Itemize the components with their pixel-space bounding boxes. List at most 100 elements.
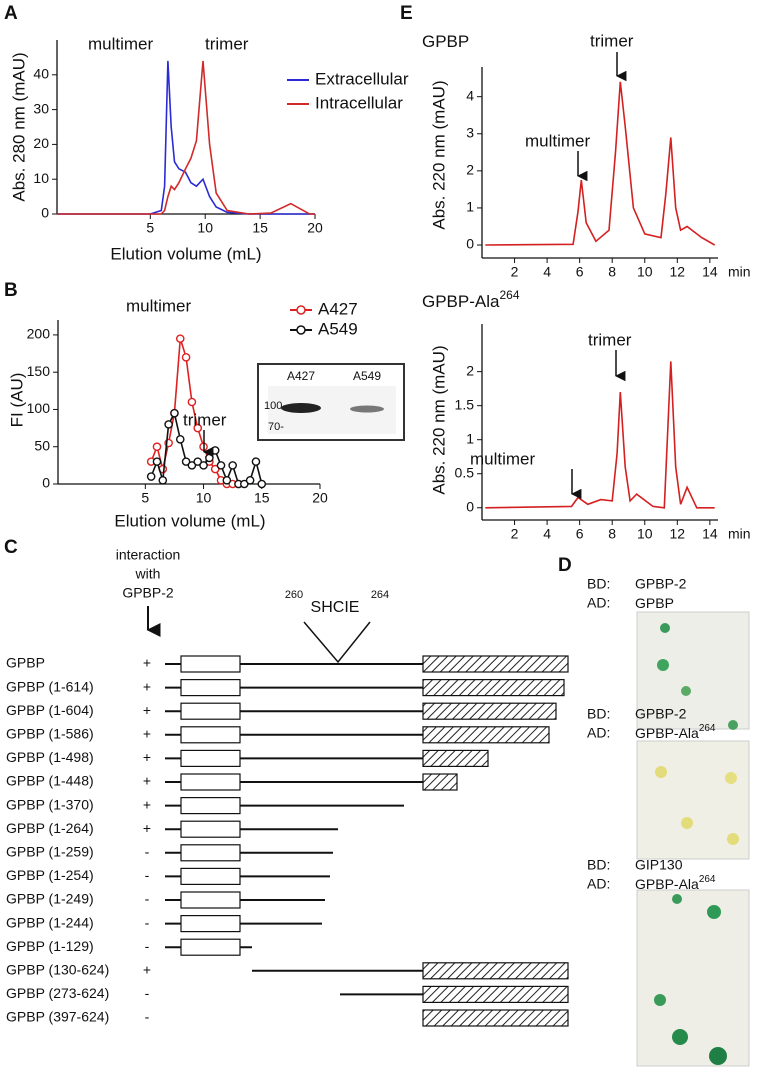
annotation: multimer <box>470 449 536 468</box>
motif-end: 264 <box>371 589 389 601</box>
construct-header: interaction with GPBP-2 SHCIE 260 264 <box>116 547 389 664</box>
panel-label: A <box>4 3 18 24</box>
interaction: - <box>145 985 150 1001</box>
point <box>164 420 173 429</box>
panel-label: C <box>4 537 18 558</box>
chart: 0 50 100 150 200 5 10 15 20 Elution volume (mL) FI… <box>7 296 357 530</box>
ad-label: AD: <box>587 876 610 892</box>
series-line <box>485 81 716 246</box>
point <box>257 479 267 489</box>
y-tick-label: 1 <box>466 199 474 215</box>
point <box>181 352 191 362</box>
colony <box>681 817 693 829</box>
x-tick-label: 4 <box>543 264 551 280</box>
construct-name: GPBP (1-448) <box>6 773 94 789</box>
legend-marker <box>296 305 306 315</box>
construct-name: GPBP (1-498) <box>6 749 94 765</box>
construct-diagram: GPBP + GPBP (1-614) + GPBP (1-604) + GPBP (1-5… <box>6 655 569 1027</box>
point <box>199 461 208 470</box>
y-tick-label: 0 <box>42 475 50 491</box>
point <box>187 397 197 407</box>
domain-box <box>180 844 241 862</box>
y-tick-label: 0.5 <box>455 464 475 480</box>
hatched-domain <box>422 655 569 673</box>
hatched-domain <box>422 962 569 980</box>
lane-label: A427 <box>287 369 315 383</box>
point <box>193 457 203 466</box>
point <box>175 334 185 343</box>
ad-label: AD: <box>587 725 610 741</box>
panel-label: E <box>400 3 413 24</box>
series-line <box>57 60 315 215</box>
ad-label: AD: <box>587 595 610 611</box>
mw-marker: 70- <box>268 421 284 433</box>
ad-name: GPBP-Ala264 <box>635 723 716 741</box>
colony <box>709 1047 727 1065</box>
point <box>152 457 162 466</box>
colony <box>707 905 721 919</box>
interaction: - <box>145 914 150 930</box>
construct-name: GPBP <box>6 655 45 671</box>
point <box>228 461 237 470</box>
ad-name: GPBP-Ala264 <box>635 874 716 892</box>
y-tick-label: 50 <box>34 437 50 453</box>
construct-name: GPBP (1-586) <box>6 726 94 742</box>
x-axis-label: Elution volume (mL) <box>110 244 261 263</box>
bd-name: GPBP-2 <box>635 706 687 722</box>
y-tick-label: 0 <box>466 236 474 252</box>
colony <box>655 766 667 778</box>
ad-text: GPBP-Ala <box>635 876 699 892</box>
construct-name: GPBP (1-264) <box>6 820 94 836</box>
hatched-domain <box>422 773 458 791</box>
annotation: multimer <box>525 131 591 150</box>
interaction: + <box>143 773 151 789</box>
point <box>158 475 168 485</box>
point <box>152 442 162 452</box>
annotation: multimer <box>126 296 192 315</box>
yeast-image <box>636 611 750 730</box>
band <box>281 403 321 413</box>
colony <box>672 1029 688 1045</box>
hatched-domain <box>422 1009 569 1027</box>
legend-label: A549 <box>318 319 358 338</box>
domain-box <box>180 867 241 886</box>
y-axis-label: Abs. 220 nm (mAU) <box>429 345 448 494</box>
domain-box <box>180 773 241 791</box>
hatched-domain <box>422 726 550 744</box>
x-tick-label: 5 <box>146 220 154 236</box>
point <box>181 457 191 466</box>
header-line: with <box>135 566 161 582</box>
point <box>210 464 220 474</box>
x-tick-label: 12 <box>670 526 686 542</box>
ad-superscript: 264 <box>699 723 716 734</box>
chart: 0 10 20 30 40 5 10 15 20 Elution volume (mL) Abs. … <box>9 34 408 263</box>
hatched-domain <box>422 678 565 697</box>
header-line: interaction <box>116 547 181 563</box>
colony <box>725 772 737 784</box>
x-tick-label: 14 <box>702 264 718 280</box>
ad-name: GPBP <box>635 595 674 611</box>
y-tick-label: 1.5 <box>455 396 475 412</box>
domain-box <box>180 796 241 815</box>
y-tick-label: 2 <box>466 162 474 178</box>
interaction: + <box>143 796 151 812</box>
x-tick-label: 10 <box>197 220 213 236</box>
point <box>205 453 214 463</box>
point <box>210 446 220 455</box>
interaction: + <box>143 726 151 742</box>
construct-name: GPBP (1-244) <box>6 914 94 930</box>
chart-title: GPBP-Ala264 <box>422 288 520 311</box>
point <box>216 461 226 470</box>
annotation: trimer <box>590 31 634 50</box>
panel-label: B <box>4 280 18 301</box>
x-tick-label: 12 <box>670 264 686 280</box>
motif: SHCIE <box>311 599 360 616</box>
y-tick-label: 20 <box>33 135 49 151</box>
x-tick-label: 10 <box>637 264 653 280</box>
domain-box <box>180 820 241 838</box>
header-line: GPBP-2 <box>122 585 174 601</box>
construct-name: GPBP (1-259) <box>6 844 94 860</box>
x-tick-label: 15 <box>254 490 270 506</box>
